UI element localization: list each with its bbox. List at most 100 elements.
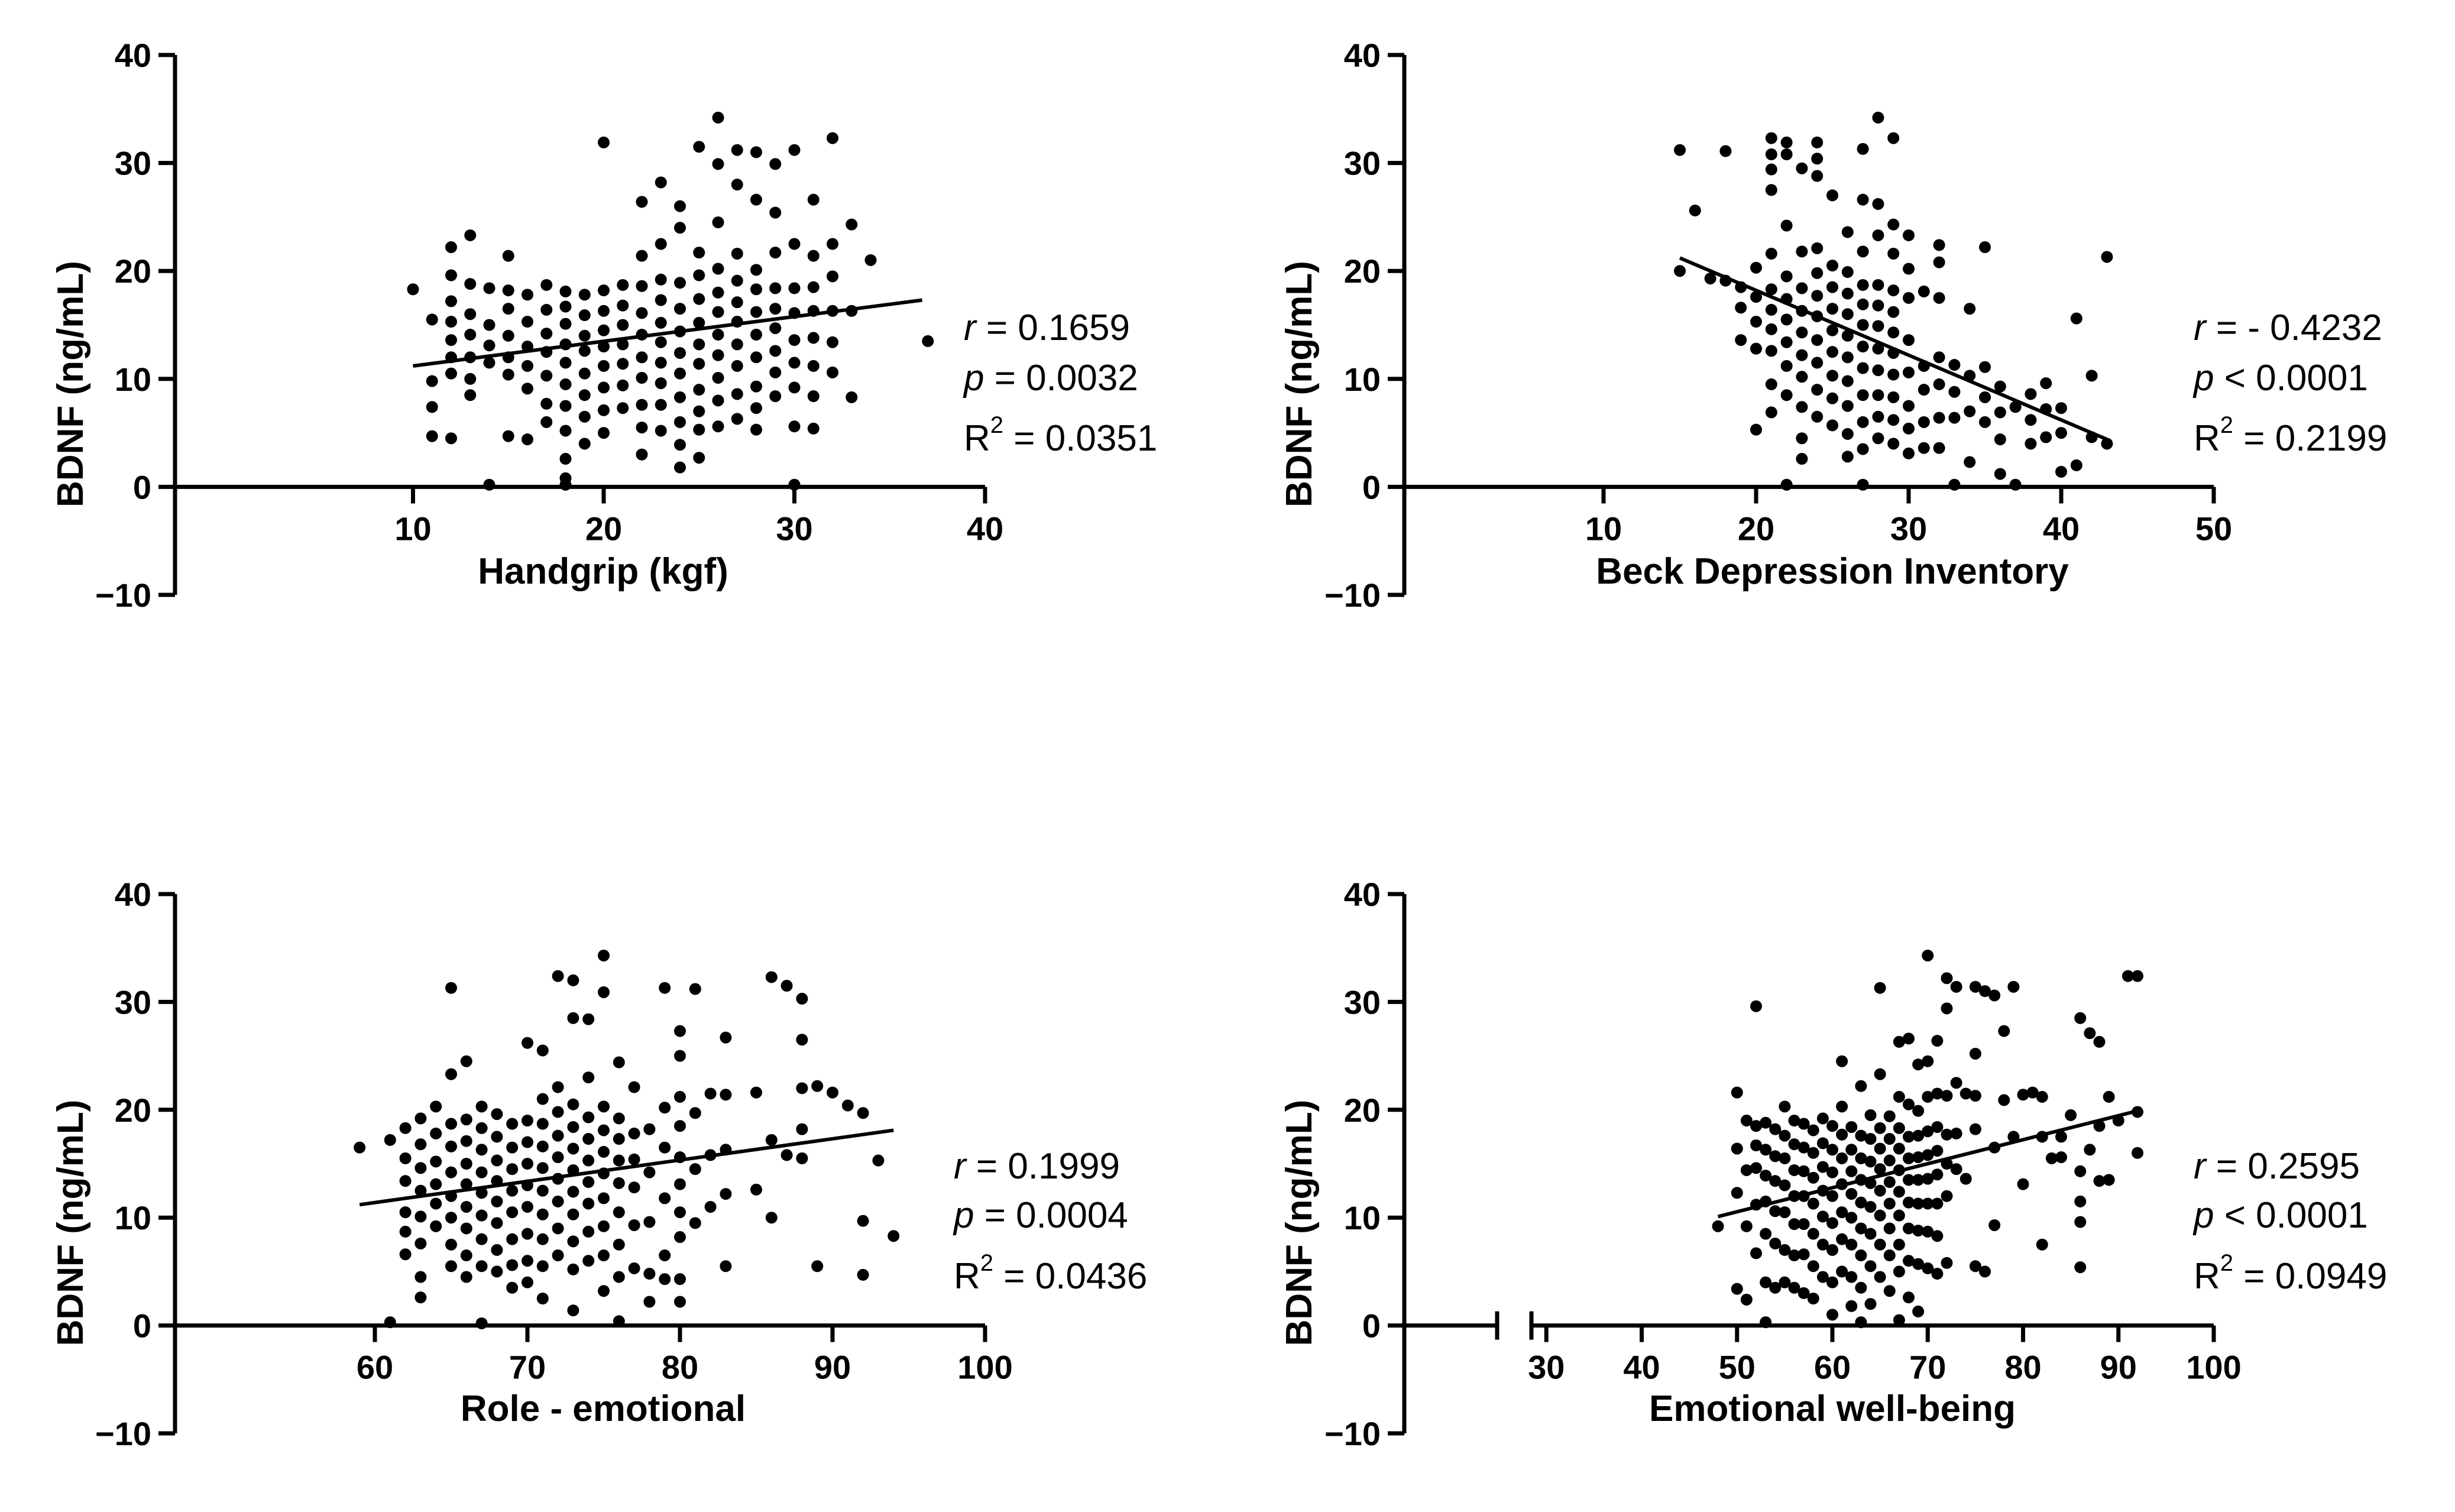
- data-point: [2103, 1174, 2115, 1186]
- data-point: [2007, 980, 2020, 993]
- x-tick-label: 100: [957, 1349, 1012, 1386]
- data-point: [1765, 303, 1777, 316]
- data-point: [788, 334, 801, 347]
- data-point: [522, 289, 533, 301]
- data-point: [598, 136, 610, 148]
- data-point: [1872, 432, 1884, 445]
- data-point: [750, 264, 762, 276]
- stat-p-value: = 0.0032: [984, 358, 1138, 399]
- data-point: [1845, 1188, 1858, 1200]
- data-point: [841, 1099, 854, 1112]
- data-point: [788, 144, 801, 156]
- data-point: [445, 367, 457, 380]
- data-point: [540, 279, 553, 291]
- data-point: [506, 1281, 519, 1294]
- data-point: [578, 329, 591, 342]
- data-point: [598, 1100, 610, 1113]
- data-point: [807, 390, 820, 403]
- data-point: [1874, 1184, 1886, 1197]
- data-point: [475, 1317, 488, 1329]
- data-point: [2093, 1175, 2106, 1187]
- data-point: [1816, 1271, 1829, 1283]
- data-point: [1769, 1205, 1782, 1218]
- x-tick-label: 40: [1623, 1349, 1660, 1386]
- data-point: [2009, 478, 2022, 491]
- data-point: [1857, 193, 1869, 206]
- data-point: [1903, 422, 1915, 435]
- data-point: [2036, 1090, 2048, 1103]
- data-point: [1912, 1197, 1925, 1210]
- data-point: [1994, 468, 2006, 480]
- data-point: [407, 283, 419, 296]
- data-point: [1912, 1225, 1925, 1237]
- data-point: [522, 1037, 533, 1049]
- data-point: [1765, 283, 1777, 296]
- data-point: [567, 1263, 579, 1275]
- data-point: [1811, 384, 1824, 396]
- data-point: [712, 216, 724, 229]
- data-point: [613, 1133, 625, 1145]
- data-point: [655, 377, 667, 390]
- data-point: [1704, 272, 1716, 284]
- data-point: [659, 1141, 671, 1154]
- data-point: [1931, 1087, 1944, 1100]
- data-point: [1950, 1077, 1962, 1089]
- data-point: [598, 1145, 610, 1158]
- data-point: [598, 324, 610, 336]
- data-point: [1912, 1058, 1925, 1071]
- data-point: [796, 992, 808, 1005]
- data-point: [1893, 1238, 1905, 1251]
- data-point: [1941, 1002, 1953, 1015]
- data-point: [643, 1123, 656, 1135]
- data-point: [536, 1093, 549, 1105]
- data-point: [1760, 1116, 1772, 1129]
- data-point: [552, 1195, 564, 1207]
- data-point: [1816, 1112, 1829, 1125]
- data-point: [578, 438, 591, 450]
- y-tick-label: −10: [95, 1415, 151, 1452]
- data-point: [1872, 410, 1884, 423]
- data-point: [1903, 400, 1915, 412]
- data-point: [1779, 1129, 1791, 1142]
- data-point: [613, 1177, 625, 1189]
- data-point: [1845, 1212, 1858, 1224]
- data-point: [1796, 162, 1808, 174]
- data-point: [1948, 412, 1961, 424]
- data-point: [2122, 970, 2134, 982]
- data-point: [807, 281, 820, 293]
- data-point: [674, 1178, 686, 1190]
- data-point: [1712, 1220, 1724, 1232]
- data-point: [1807, 1124, 1819, 1137]
- data-point: [1855, 1080, 1867, 1092]
- data-point: [1826, 281, 1838, 293]
- x-tick-label: 80: [662, 1349, 698, 1386]
- data-point: [1826, 1309, 1838, 1321]
- x-tick-label: 90: [814, 1349, 851, 1386]
- data-point: [1826, 1166, 1838, 1178]
- data-point: [750, 1086, 762, 1099]
- data-point: [430, 1197, 442, 1210]
- data-point: [1841, 308, 1854, 320]
- stat-r-value: = - 0.4232: [2206, 307, 2382, 348]
- data-point: [674, 367, 686, 380]
- data-point: [2085, 370, 2098, 382]
- data-point: [522, 1200, 533, 1213]
- data-point: [1780, 270, 1793, 283]
- chart-panel-4: −10 0 10 20 30 40 30 40 50 60 70 80 90 100 Emotional w…: [1279, 876, 2387, 1452]
- data-point: [827, 1086, 838, 1099]
- data-point: [475, 1100, 488, 1113]
- data-point: [769, 345, 782, 357]
- data-point: [1731, 1283, 1743, 1295]
- data-point: [1883, 1197, 1896, 1210]
- data-point: [1780, 136, 1793, 148]
- data-point: [1845, 1300, 1858, 1312]
- data-point: [1948, 386, 1961, 398]
- data-point: [1903, 1174, 1915, 1186]
- data-point: [1933, 256, 1945, 268]
- data-point: [2074, 1261, 2087, 1274]
- data-point: [1874, 1122, 1886, 1134]
- data-point: [430, 1155, 442, 1168]
- data-point: [636, 307, 648, 319]
- data-point: [1797, 1248, 1810, 1261]
